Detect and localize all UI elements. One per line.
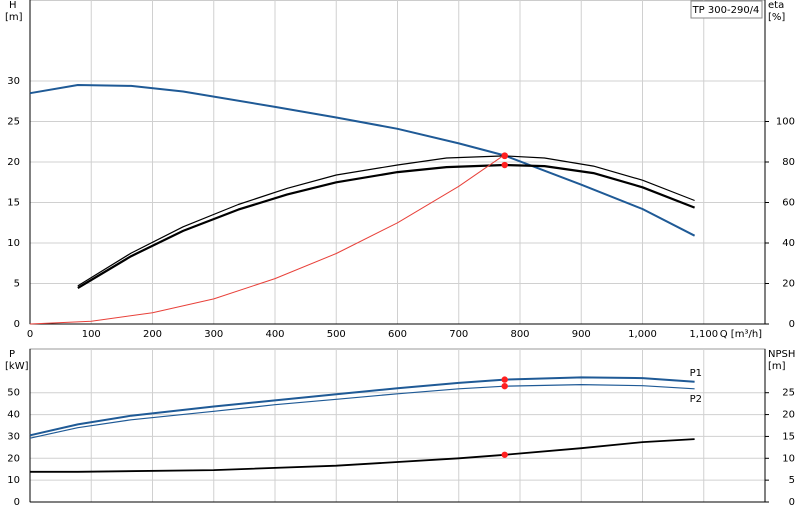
y2-tick-label: 60: [782, 198, 795, 209]
duty-point: [501, 152, 508, 160]
y-tick-label: 5: [14, 279, 20, 290]
y-tick-label: 0: [14, 497, 20, 508]
y-axis-unit: [m]: [5, 12, 23, 23]
y2-axis-title: eta: [768, 0, 784, 11]
series-label: P1: [690, 368, 702, 379]
y2-tick-label: 15: [782, 431, 795, 442]
model-label: TP 300-290/4: [692, 5, 760, 16]
duty-point: [501, 451, 508, 458]
x-tick-label: 700: [449, 329, 468, 340]
curve: [29, 384, 695, 439]
x-tick-label: 800: [510, 329, 529, 340]
y-axis-unit: [kW]: [5, 361, 29, 372]
y-tick-label: 15: [7, 198, 20, 209]
x-tick-label: 200: [143, 329, 162, 340]
curve: [77, 163, 695, 289]
y-axis-title: H: [9, 0, 17, 11]
x-tick-label: 300: [204, 329, 223, 340]
duty-point: [501, 382, 508, 390]
curve: [29, 376, 695, 437]
model-label-box: [690, 0, 763, 19]
y2-tick-label: 20: [782, 279, 795, 290]
duty-point: [501, 161, 508, 169]
y2-tick-label: 80: [782, 157, 795, 168]
y-tick-label: 50: [7, 388, 20, 399]
x-tick-label: 500: [327, 329, 346, 340]
y-tick-label: 10: [7, 238, 20, 249]
y-tick-label: 20: [7, 157, 20, 168]
x-tick-label: 100: [82, 329, 101, 340]
x-tick-label: 0: [27, 329, 33, 340]
y2-tick-label: 10: [782, 453, 795, 464]
y-tick-label: 40: [7, 410, 20, 421]
series-label: P2: [690, 394, 702, 405]
y2-axis-title: NPSH: [768, 349, 795, 360]
y2-tick-label: 5: [789, 475, 795, 486]
y2-axis-unit: [%]: [768, 12, 785, 23]
x-tick-label: 900: [572, 329, 591, 340]
x-tick-label: 400: [265, 329, 284, 340]
y-tick-label: 30: [7, 431, 20, 442]
y2-tick-label: 25: [782, 388, 795, 399]
x-tick-label: 1,100: [689, 329, 718, 340]
curve: [77, 155, 695, 287]
y-axis-title: P: [9, 349, 15, 360]
y2-axis-unit: [m]: [768, 361, 786, 372]
y-tick-label: 10: [7, 475, 20, 486]
x-axis-title: Q [m³/h]: [720, 329, 762, 340]
x-tick-label: 600: [388, 329, 407, 340]
y-tick-label: 20: [7, 453, 20, 464]
y2-tick-label: 100: [776, 117, 795, 128]
curve: [30, 438, 695, 473]
curve: [29, 154, 505, 325]
y-tick-label: 0: [14, 319, 20, 330]
y2-tick-label: 0: [789, 319, 795, 330]
y2-tick-label: 20: [782, 410, 795, 421]
x-tick-label: 1,000: [628, 329, 657, 340]
y2-tick-label: 0: [789, 497, 795, 508]
y2-tick-label: 40: [782, 238, 795, 249]
curve: [29, 84, 696, 237]
y-tick-label: 25: [7, 117, 20, 128]
duty-point: [501, 376, 508, 383]
y-tick-label: 30: [7, 76, 20, 87]
